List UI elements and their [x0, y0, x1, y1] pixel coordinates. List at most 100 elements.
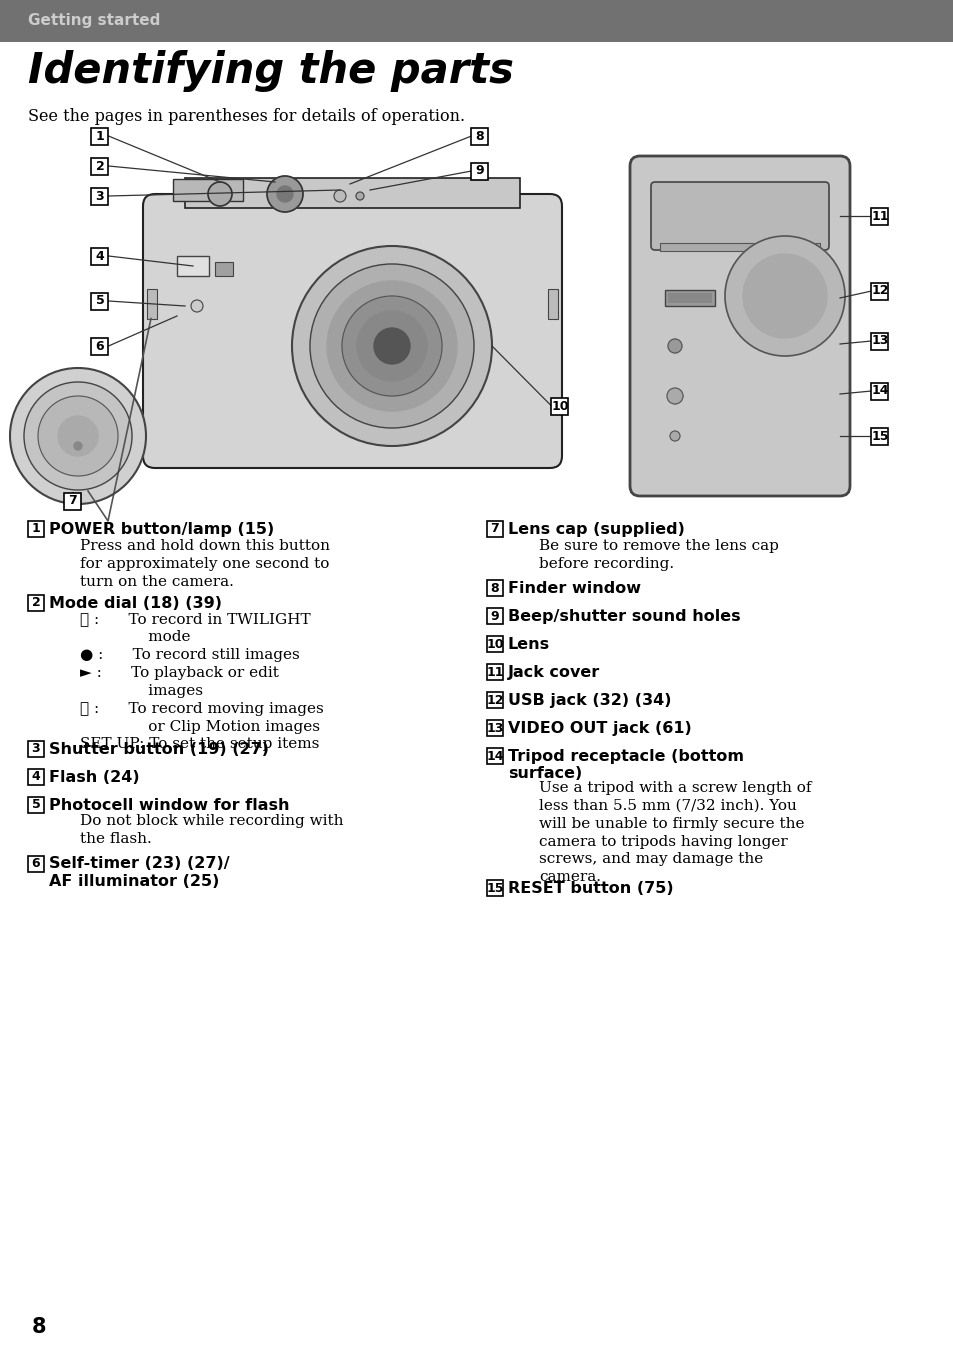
Bar: [147, 289, 157, 319]
Text: Shutter button (19) (27): Shutter button (19) (27): [49, 741, 269, 756]
Bar: [91, 187, 109, 205]
Bar: [871, 427, 887, 445]
Text: VIDEO OUT jack (61): VIDEO OUT jack (61): [507, 721, 691, 735]
Text: 5: 5: [95, 294, 104, 308]
Bar: [471, 128, 488, 144]
Text: 14: 14: [486, 749, 503, 763]
Text: 13: 13: [486, 722, 503, 734]
Bar: [91, 338, 109, 354]
Bar: [91, 247, 109, 265]
Circle shape: [356, 311, 427, 381]
Text: 8: 8: [476, 129, 484, 142]
Text: 4: 4: [95, 250, 104, 262]
Circle shape: [208, 182, 232, 206]
Bar: [486, 692, 502, 708]
Circle shape: [666, 388, 682, 404]
Bar: [659, 243, 820, 251]
Text: 12: 12: [870, 285, 888, 297]
Text: Use a tripod with a screw length of
less than 5.5 mm (7/32 inch). You
will be un: Use a tripod with a screw length of less…: [538, 782, 811, 885]
Text: 12: 12: [486, 693, 503, 707]
Text: Lens cap (supplied): Lens cap (supplied): [507, 522, 684, 537]
Text: Press and hold down this button
for approximately one second to
turn on the came: Press and hold down this button for appr…: [80, 539, 330, 589]
Text: 1: 1: [95, 129, 104, 142]
Text: Mode dial (18) (39): Mode dial (18) (39): [49, 596, 222, 611]
Text: Tripod receptacle (bottom
surface): Tripod receptacle (bottom surface): [507, 749, 743, 782]
Text: 9: 9: [476, 164, 484, 178]
Text: Do not block while recording with
the flash.: Do not block while recording with the fl…: [80, 814, 343, 847]
Bar: [91, 157, 109, 175]
Text: Lens: Lens: [507, 636, 550, 651]
Text: 8: 8: [32, 1318, 47, 1337]
Circle shape: [310, 265, 474, 427]
Text: Photocell window for flash: Photocell window for flash: [49, 798, 289, 813]
Circle shape: [58, 417, 98, 456]
Bar: [486, 579, 502, 596]
Text: 10: 10: [551, 399, 568, 413]
Bar: [28, 855, 44, 871]
Bar: [185, 178, 519, 208]
Text: 6: 6: [31, 858, 40, 870]
Circle shape: [38, 396, 118, 476]
Bar: [177, 256, 209, 275]
Text: Be sure to remove the lens cap
before recording.: Be sure to remove the lens cap before re…: [538, 539, 778, 571]
Circle shape: [334, 190, 346, 202]
Text: Getting started: Getting started: [28, 14, 160, 28]
Circle shape: [10, 368, 146, 503]
Bar: [486, 636, 502, 651]
Bar: [486, 664, 502, 680]
Text: ☽ :      To record in TWILIGHT
              mode
● :      To record still image: ☽ : To record in TWILIGHT mode ● : To re…: [80, 612, 323, 752]
Text: 1: 1: [31, 522, 40, 536]
Text: Finder window: Finder window: [507, 581, 640, 596]
FancyBboxPatch shape: [629, 156, 849, 497]
Text: USB jack (32) (34): USB jack (32) (34): [507, 693, 671, 708]
Circle shape: [341, 296, 441, 396]
Text: 13: 13: [870, 334, 888, 347]
Circle shape: [355, 191, 364, 199]
Text: 11: 11: [870, 209, 888, 223]
Text: 7: 7: [69, 494, 77, 508]
Bar: [28, 797, 44, 813]
Bar: [667, 293, 711, 303]
Bar: [486, 521, 502, 537]
Text: Jack cover: Jack cover: [507, 665, 599, 680]
Text: Identifying the parts: Identifying the parts: [28, 50, 514, 92]
Bar: [172, 179, 243, 201]
Text: 3: 3: [31, 742, 40, 754]
Text: 11: 11: [486, 665, 503, 678]
Bar: [871, 383, 887, 399]
Circle shape: [327, 281, 456, 411]
Text: 14: 14: [870, 384, 888, 398]
Bar: [871, 332, 887, 350]
Bar: [871, 282, 887, 300]
Bar: [214, 262, 233, 275]
Text: 5: 5: [31, 798, 40, 811]
Bar: [486, 748, 502, 764]
Text: 10: 10: [486, 638, 503, 650]
Circle shape: [191, 300, 203, 312]
Text: 15: 15: [486, 882, 503, 894]
Text: See the pages in parentheses for details of operation.: See the pages in parentheses for details…: [28, 109, 465, 125]
Bar: [664, 290, 714, 305]
Bar: [65, 493, 81, 509]
Circle shape: [292, 246, 492, 446]
Text: Beep/shutter sound holes: Beep/shutter sound holes: [507, 609, 740, 624]
Text: 6: 6: [95, 339, 104, 353]
Bar: [91, 128, 109, 144]
Circle shape: [374, 328, 410, 364]
Bar: [28, 741, 44, 756]
Bar: [486, 879, 502, 896]
Bar: [871, 208, 887, 224]
Text: 7: 7: [490, 522, 498, 536]
Bar: [0, 0, 953, 42]
Circle shape: [276, 186, 293, 202]
Bar: [486, 608, 502, 624]
Circle shape: [669, 432, 679, 441]
Circle shape: [724, 236, 844, 356]
Text: 9: 9: [490, 609, 498, 623]
Text: POWER button/lamp (15): POWER button/lamp (15): [49, 522, 274, 537]
Text: 4: 4: [31, 769, 40, 783]
Bar: [547, 289, 558, 319]
Bar: [28, 594, 44, 611]
Bar: [28, 768, 44, 784]
Bar: [28, 521, 44, 537]
